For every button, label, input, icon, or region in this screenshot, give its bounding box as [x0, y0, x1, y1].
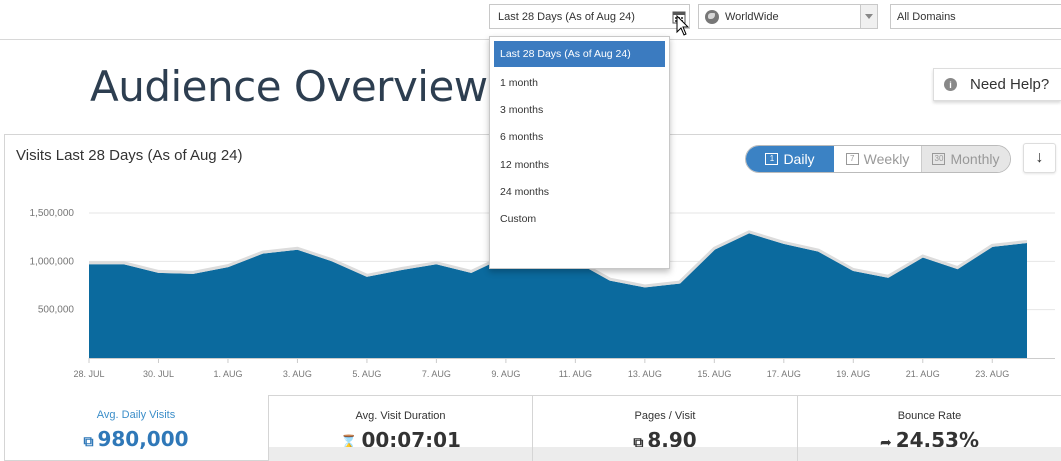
x-tick-label: 28. JUL: [73, 369, 104, 379]
metric-label: Avg. Daily Visits: [96, 409, 176, 421]
metric-value-wrap: ⧉ 980,000: [4, 427, 268, 451]
globe-icon: [705, 9, 719, 24]
date-range-value: Last 28 Days (As of Aug 24): [498, 10, 635, 23]
series-area: [89, 233, 1027, 358]
date-option-custom[interactable]: Custom: [500, 213, 537, 226]
date-option-24-months[interactable]: 24 months: [500, 185, 550, 198]
page-title: Audience Overview: [90, 62, 488, 111]
weekly-label: Weekly: [863, 151, 910, 167]
chevron-down-icon: [865, 14, 873, 19]
metric-footer: [269, 447, 532, 461]
granularity-toggle: 1 Daily 7 Weekly 30 Monthly: [745, 145, 1011, 173]
metric-label: Bounce Rate: [897, 410, 962, 422]
metric-avg-visit-duration[interactable]: Avg. Visit Duration ⌛ 00:07:01: [268, 395, 532, 461]
domain-value: All Domains: [897, 10, 956, 23]
date-option-12-months[interactable]: 12 months: [500, 158, 550, 171]
mouse-cursor-icon: [676, 15, 690, 36]
pages-icon: ⧉: [633, 435, 644, 451]
x-tick-label: 23. AUG: [975, 369, 1009, 379]
geo-dropdown-arrow[interactable]: [860, 5, 877, 28]
x-tick-label: 9. AUG: [491, 369, 520, 379]
metric-avg-daily-visits[interactable]: Avg. Daily Visits ⧉ 980,000: [4, 395, 268, 461]
date-option-1-month[interactable]: 1 month: [500, 76, 538, 89]
metric-label: Pages / Visit: [634, 410, 696, 422]
calendar-month-icon: 30: [932, 153, 946, 165]
need-help-button[interactable]: i Need Help?: [933, 68, 1061, 101]
x-tick-label: 21. AUG: [906, 369, 940, 379]
weekly-button[interactable]: 7 Weekly: [834, 146, 922, 172]
daily-button[interactable]: 1 Daily: [746, 146, 834, 172]
download-icon: ↓: [1035, 149, 1044, 166]
metric-pages-per-visit[interactable]: Pages / Visit ⧉ 8.90: [532, 395, 797, 461]
monthly-button[interactable]: 30 Monthly: [922, 146, 1010, 172]
filter-bar: Last 28 Days (As of Aug 24) WorldWide Al…: [0, 0, 1061, 40]
calendar-day-icon: 1: [765, 153, 779, 165]
calendar-week-icon: 7: [845, 153, 859, 165]
date-option-3-months[interactable]: 3 months: [500, 103, 544, 116]
metric-footer: [533, 447, 797, 461]
monthly-label: Monthly: [950, 151, 1000, 167]
metrics-row: Avg. Daily Visits ⧉ 980,000 Avg. Visit Du…: [4, 395, 1061, 461]
x-tick-label: 19. AUG: [836, 369, 870, 379]
x-tick-label: 7. AUG: [422, 369, 451, 379]
date-range-select[interactable]: Last 28 Days (As of Aug 24): [489, 4, 690, 29]
y-tick-label: 1,500,000: [30, 208, 75, 219]
metric-value: 980,000: [97, 427, 189, 451]
x-tick-label: 17. AUG: [767, 369, 801, 379]
daily-label: Daily: [783, 151, 815, 167]
visits-icon: ⧉: [83, 434, 94, 450]
x-tick-label: 1. AUG: [213, 369, 242, 379]
x-tick-label: 3. AUG: [283, 369, 312, 379]
date-option-6-months[interactable]: 6 months: [500, 131, 544, 144]
y-tick-label: 1,000,000: [30, 256, 75, 267]
bounce-icon: ➦: [879, 435, 892, 451]
date-option-last-28-days[interactable]: Last 28 Days (As of Aug 24): [494, 41, 665, 67]
download-button[interactable]: ↓: [1023, 143, 1056, 173]
domain-select[interactable]: All Domains: [890, 4, 1061, 29]
x-tick-label: 30. JUL: [143, 369, 174, 379]
x-tick-label: 11. AUG: [559, 369, 592, 379]
metric-footer: [798, 447, 1061, 461]
geo-value: WorldWide: [725, 10, 779, 23]
metric-bounce-rate[interactable]: Bounce Rate ➦ 24.53%: [797, 395, 1061, 461]
chart-title: Visits Last 28 Days (As of Aug 24): [16, 147, 243, 164]
need-help-label: Need Help?: [970, 76, 1050, 93]
x-tick-label: 15. AUG: [697, 369, 731, 379]
x-tick-label: 13. AUG: [628, 369, 662, 379]
info-icon: i: [944, 78, 957, 91]
metric-label: Avg. Visit Duration: [355, 410, 446, 422]
y-tick-label: 500,000: [38, 305, 75, 316]
date-range-menu: Last 28 Days (As of Aug 24) 1 month 3 mo…: [489, 36, 670, 269]
x-tick-label: 5. AUG: [352, 369, 381, 379]
geo-select[interactable]: WorldWide: [698, 4, 878, 29]
